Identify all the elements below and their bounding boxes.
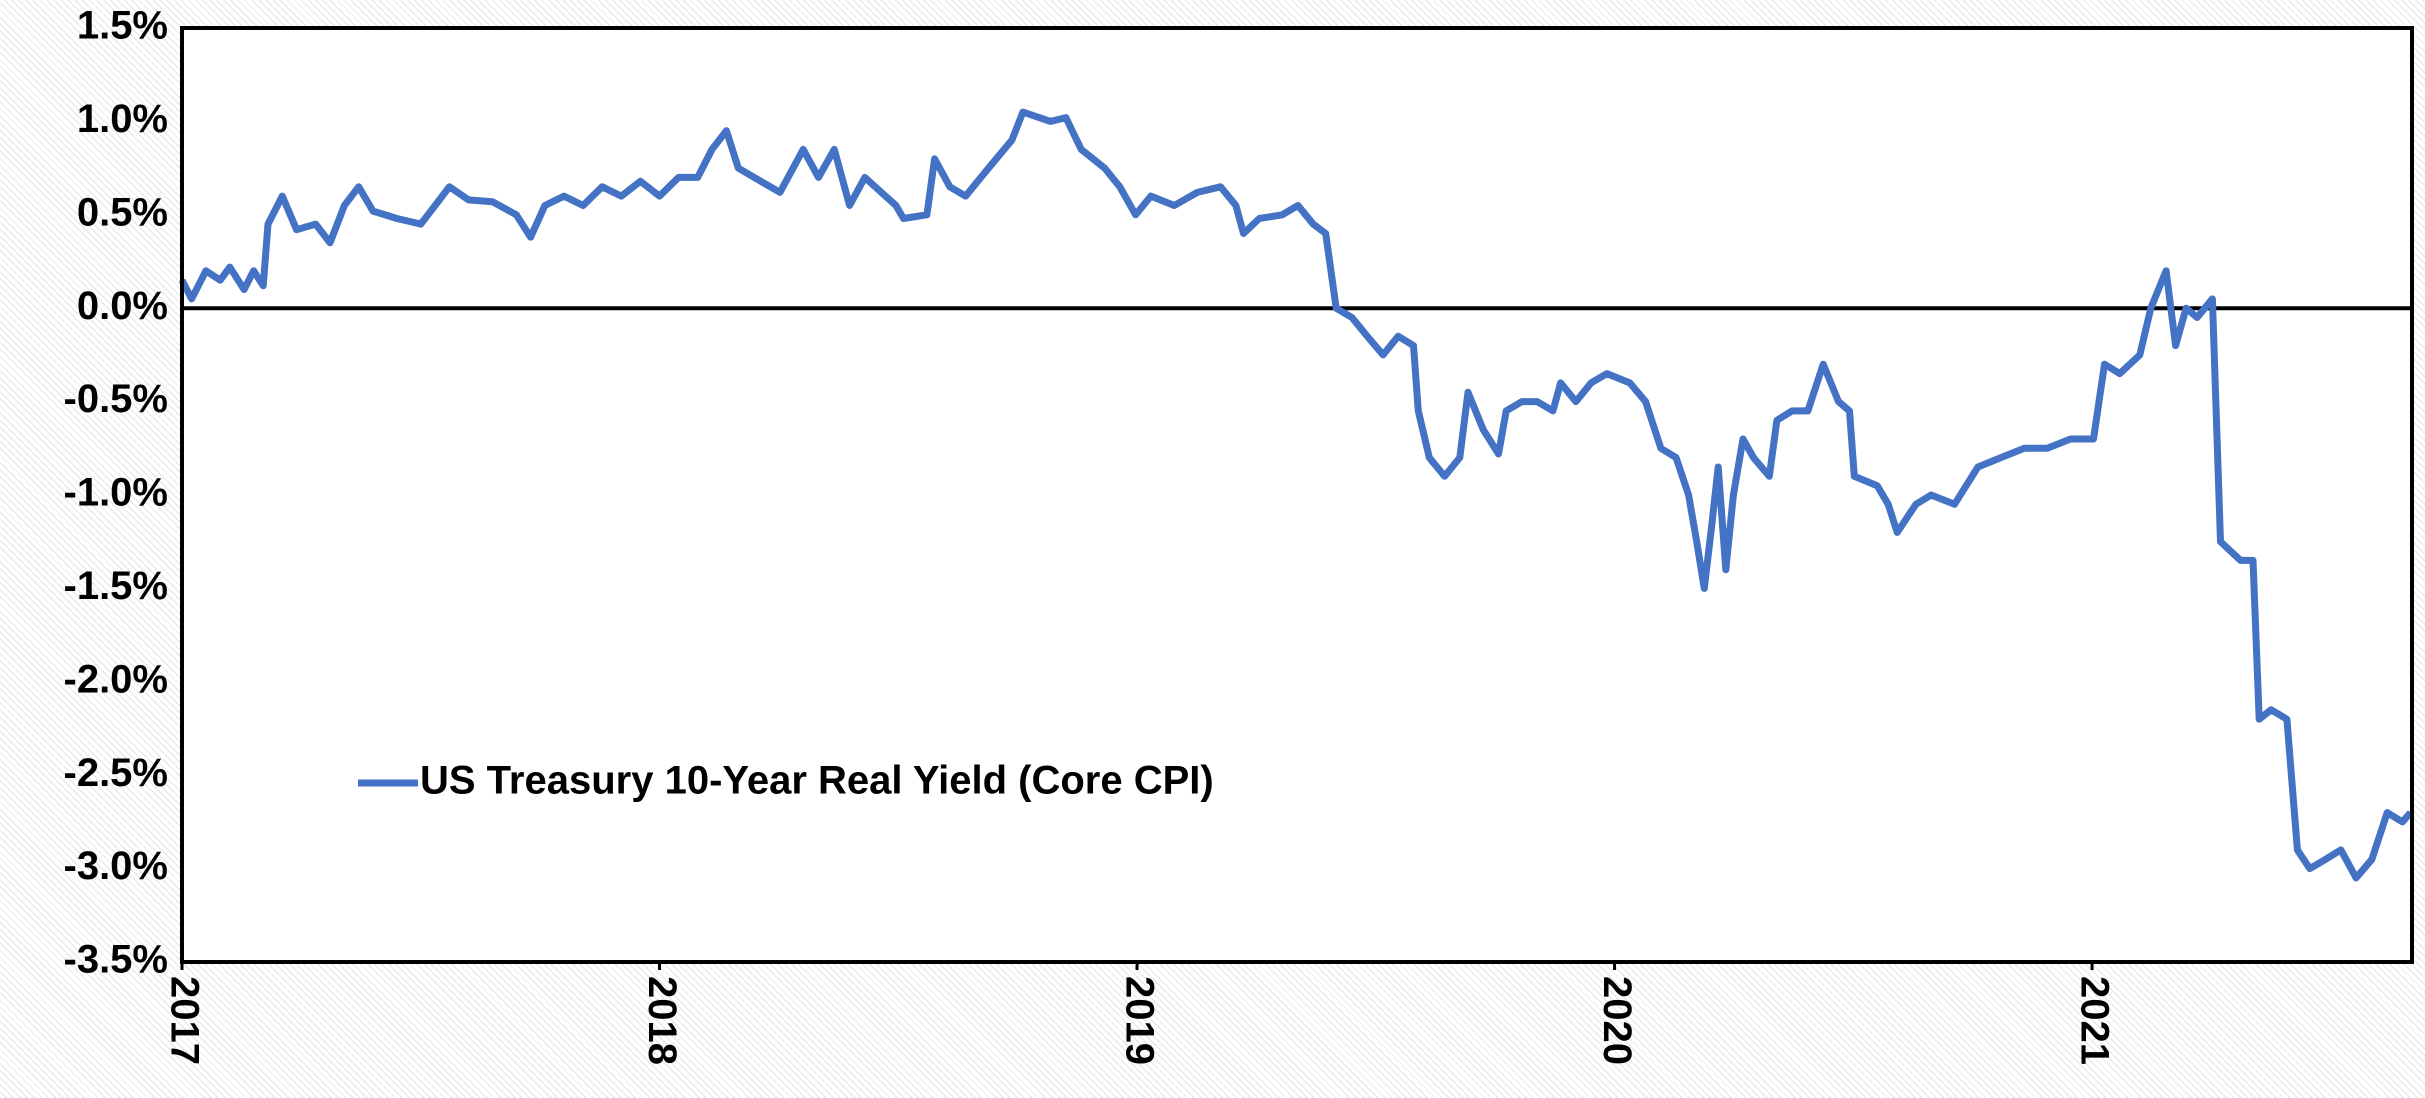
y-tick-label: -0.5% bbox=[64, 377, 169, 421]
y-tick-label: 0.5% bbox=[77, 190, 168, 234]
data-line bbox=[178, 108, 2414, 882]
x-tick-label: 2017 bbox=[162, 976, 206, 1065]
y-tick-label: 1.5% bbox=[77, 4, 168, 48]
x-tick-label: 2021 bbox=[2073, 976, 2117, 1065]
x-tick-label: 2020 bbox=[1595, 976, 1639, 1065]
y-tick-label: -2.5% bbox=[64, 751, 169, 795]
y-tick-label: -3.5% bbox=[64, 938, 169, 982]
legend-label: US Treasury 10-Year Real Yield (Core CPI… bbox=[420, 759, 1214, 803]
x-tick-label: 2019 bbox=[1117, 976, 1161, 1065]
plot-area bbox=[182, 28, 2412, 962]
y-tick-label: 0.0% bbox=[77, 284, 168, 328]
y-tick-label: -3.0% bbox=[64, 844, 169, 888]
y-tick-label: -2.0% bbox=[64, 657, 169, 701]
y-tick-label: -1.0% bbox=[64, 471, 169, 515]
y-tick-label: 1.0% bbox=[77, 97, 168, 141]
y-tick-label: -1.5% bbox=[64, 564, 169, 608]
plot-border bbox=[180, 26, 2414, 964]
x-tick-label: 2018 bbox=[640, 976, 684, 1065]
